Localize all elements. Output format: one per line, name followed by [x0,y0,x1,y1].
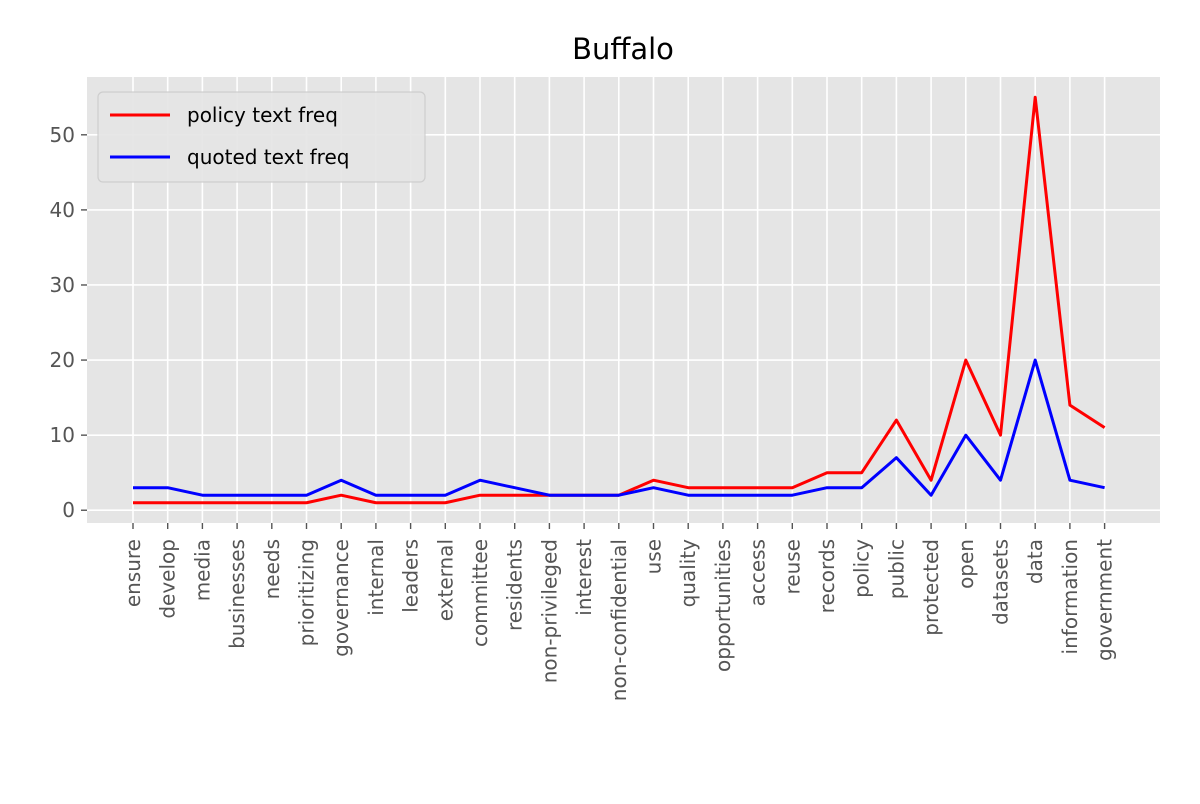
x-tick-label: non-confidential [607,539,631,701]
legend-label-quoted: quoted text freq [187,145,349,169]
x-tick-label: open [954,539,978,589]
x-tick-label: external [433,539,457,621]
legend-box [97,91,426,183]
y-tick-label: 30 [50,273,75,297]
x-tick-label: public [884,539,908,599]
y-tick-label: 0 [62,498,75,522]
x-tick-label: policy [850,539,874,598]
x-tick-label: use [642,539,666,574]
y-tick-label: 20 [50,348,75,372]
x-tick-label: leaders [399,539,423,613]
x-tick-label: opportunities [711,539,735,672]
x-tick-label: datasets [989,539,1013,625]
x-tick-label: information [1058,539,1082,654]
x-tick-label: needs [260,539,284,599]
x-tick-label: reuse [780,539,804,595]
x-tick-label: quality [676,539,700,608]
x-tick-label: businesses [225,539,249,649]
x-tick-label: prioritizing [295,539,319,646]
x-tick-label: media [190,539,214,601]
x-tick-label: governance [329,539,353,657]
x-tick-label: government [1093,539,1117,661]
x-tick-label: internal [364,539,388,616]
y-tick-label: 50 [50,123,75,147]
legend-label-policy: policy text freq [187,103,338,127]
x-tick-label: access [746,539,770,606]
y-tick-label: 10 [50,423,75,447]
x-tick-label: protected [919,539,943,636]
x-tick-label: interest [572,539,596,616]
x-tick-label: ensure [121,539,145,607]
y-tick-label: 40 [50,198,75,222]
x-tick-label: non-privileged [537,539,561,683]
x-tick-label: records [815,539,839,613]
series-line-quoted [133,358,1105,497]
x-tick-label: develop [156,539,180,619]
legend: policy text freq quoted text freq [97,91,426,183]
chart-title: Buffalo [572,32,674,66]
x-tick-label: committee [468,539,492,647]
x-tick-label: residents [503,539,527,631]
x-tick-label: data [1023,539,1047,584]
